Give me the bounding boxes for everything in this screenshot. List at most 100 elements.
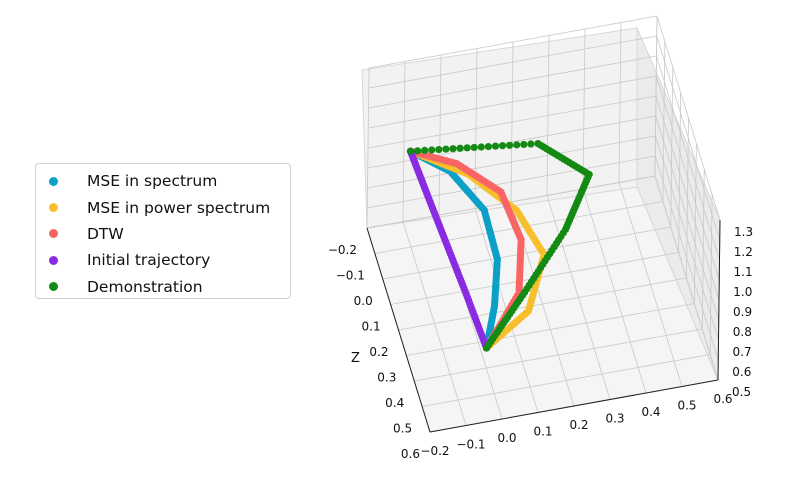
floor-grid-line: [398, 277, 687, 331]
x-tick-label: 0.4: [641, 405, 660, 419]
data-point: [406, 147, 415, 155]
series-initial-trajectory: [406, 147, 491, 352]
z-tick-label: 0.6: [732, 365, 751, 379]
data-point: [534, 140, 542, 148]
y-tick-label: −0.1: [336, 269, 365, 283]
series-demonstration: [406, 140, 593, 352]
legend-marker: [49, 255, 58, 265]
data-point: [484, 142, 492, 151]
x-tick-label: 0.0: [497, 431, 516, 445]
legend-marker: [49, 203, 58, 213]
data-point: [428, 146, 436, 154]
back-grid-line: [368, 55, 657, 109]
data-point: [435, 145, 443, 154]
side-grid-line: [656, 15, 721, 221]
x-tick-labels: −0.2 −0.1 0.0 0.1 0.2 0.3 0.4 0.5 0.6: [420, 392, 732, 458]
data-point: [527, 140, 535, 148]
data-point: [442, 145, 450, 153]
z-tick-label: 1.1: [734, 265, 753, 279]
x-tick-label: −0.2: [420, 444, 449, 458]
y-axis-line: [366, 227, 431, 433]
legend-label: Demonstration: [87, 277, 203, 296]
data-point: [498, 142, 507, 150]
legend-label: MSE in power spectrum: [87, 198, 271, 217]
z-tick-label: 1.3: [734, 225, 753, 239]
x-tick-label: 0.1: [533, 425, 552, 439]
data-point: [520, 140, 528, 149]
legend-item-initial-trajectory: Initial trajectory: [36, 247, 290, 273]
legend-label: DTW: [87, 224, 124, 243]
z-tick-label: 0.8: [733, 325, 752, 339]
legend-label: MSE in spectrum: [87, 172, 218, 191]
y-tick-label: 0.3: [377, 371, 396, 385]
x-axis-line: [429, 379, 719, 433]
legend-label: Initial trajectory: [87, 251, 211, 270]
side-grid-line: [709, 194, 713, 355]
data-point: [449, 145, 457, 153]
x-tick-label: 0.5: [677, 399, 696, 413]
side-grid-line: [656, 35, 721, 241]
side-grid-line: [701, 168, 705, 330]
data-point: [513, 141, 521, 149]
axis-lines: [366, 219, 721, 433]
y-tick-label: −0.2: [328, 243, 357, 257]
back-grid-line: [618, 22, 622, 183]
x-tick-label: 0.3: [605, 412, 624, 426]
y-tick-label: 0.1: [362, 320, 381, 334]
z-tick-label: 0.7: [733, 345, 752, 359]
z-tick-label: 1.0: [733, 285, 752, 299]
side-grid-line: [655, 75, 720, 281]
y-tick-label: 0.0: [354, 294, 373, 308]
legend-item-mse-spectrum: MSE in spectrum: [36, 168, 290, 194]
floor-grid-line: [582, 188, 647, 394]
data-point: [421, 146, 429, 154]
y-axis-label: Z: [351, 351, 360, 366]
back-grid-line: [368, 75, 657, 129]
data-point: [456, 144, 464, 152]
y-tick-label: 0.6: [401, 447, 420, 461]
floor-grid-line: [546, 195, 611, 400]
back-grid-line: [368, 35, 657, 89]
legend-item-demonstration: Demonstration: [36, 274, 290, 300]
floor-grid-line: [654, 175, 719, 381]
legend-marker: [49, 229, 58, 239]
back-grid-line: [654, 15, 658, 177]
back-grid-line: [546, 35, 550, 196]
side-grid-line: [656, 55, 720, 261]
x-tick-label: 0.6: [713, 392, 732, 406]
y-tick-label: 0.4: [385, 396, 404, 410]
x-tick-label: 0.2: [569, 418, 588, 432]
z-tick-label: 0.9: [733, 305, 752, 319]
data-points: [406, 140, 593, 352]
back-grid-line: [367, 95, 657, 149]
side-grid-line: [655, 95, 720, 301]
legend-marker: [49, 176, 58, 186]
side-grid-line: [693, 143, 697, 304]
floor-grid-line: [422, 354, 711, 407]
legend-item-dtw: DTW: [36, 221, 290, 247]
data-point: [470, 143, 478, 152]
legend-marker: [49, 282, 58, 292]
y-tick-label: 0.5: [393, 422, 412, 436]
legend: MSE in spectrum MSE in power spectrum DT…: [35, 163, 291, 299]
z-tick-labels: 0.5 0.6 0.7 0.8 0.9 1.0 1.1 1.2 1.3: [732, 225, 753, 399]
z-axis-line: [717, 219, 721, 381]
data-point: [413, 147, 422, 155]
data-point: [477, 143, 485, 151]
back-grid-line: [582, 28, 586, 190]
data-point: [506, 141, 514, 149]
axes-panes: [361, 27, 721, 433]
floor-grid-line: [618, 182, 683, 387]
data-point: [463, 144, 471, 152]
floor-grid-line: [414, 328, 703, 382]
x-tick-label: −0.1: [456, 438, 485, 452]
data-point: [491, 142, 500, 150]
y-tick-label: 0.2: [369, 345, 388, 359]
z-tick-label: 1.2: [734, 245, 753, 259]
y-tick-labels: −0.2 −0.1 0.0 0.1 0.2 0.3 0.4 0.5 0.6: [328, 243, 420, 461]
floor-grid-line: [406, 303, 695, 356]
z-tick-label: 0.5: [732, 385, 751, 399]
legend-item-mse-power-spectrum: MSE in power spectrum: [36, 194, 290, 220]
back-grid-line: [368, 15, 658, 69]
